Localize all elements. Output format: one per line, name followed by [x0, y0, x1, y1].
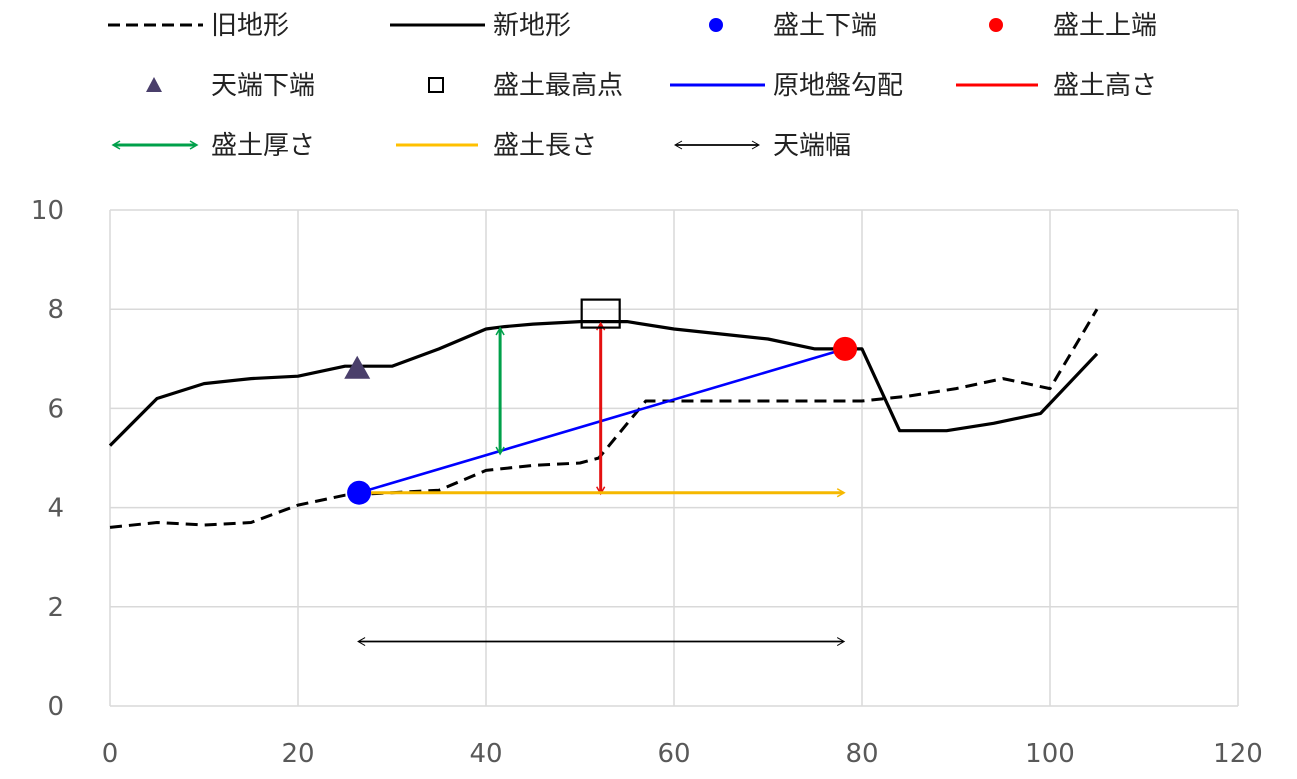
legend-swatch	[428, 77, 444, 93]
x-tick-label: 0	[102, 739, 119, 769]
legend-item: 盛土高さ	[956, 71, 1157, 101]
legend-item: 天端幅	[673, 131, 851, 161]
x-tick-label: 100	[1025, 739, 1075, 769]
y-tick-label: 10	[31, 196, 64, 226]
x-tick-label: 40	[469, 739, 502, 769]
dimension-arrows	[356, 321, 846, 646]
data-point	[344, 355, 371, 379]
legend-label: 天端下端	[211, 71, 315, 101]
legend-item: 新地形	[390, 11, 571, 41]
x-tick-label: 120	[1213, 739, 1263, 769]
y-tick-label: 8	[47, 295, 64, 325]
axes: 0 20 40 60 80 100 120 0 2 4 6 8 10	[31, 196, 1263, 769]
legend-swatch	[709, 18, 723, 32]
series	[108, 308, 1099, 529]
legend-label: 旧地形	[211, 11, 289, 41]
legend-item: 盛土下端	[709, 11, 877, 41]
series-line	[108, 320, 1099, 447]
legend-item: 旧地形	[108, 11, 289, 41]
legend-item: 天端下端	[146, 71, 315, 101]
y-tick-label: 0	[47, 692, 64, 722]
y-tick-label: 6	[47, 394, 64, 424]
legend-item: 盛土長さ	[396, 131, 597, 161]
legend-swatch	[146, 77, 162, 92]
legend-swatch	[989, 18, 1003, 32]
legend-label: 盛土長さ	[493, 131, 597, 161]
grid	[109, 209, 1239, 707]
legend-item: 盛土上端	[989, 11, 1157, 41]
x-tick-label: 20	[281, 739, 314, 769]
legend-item: 盛土最高点	[428, 71, 623, 101]
points	[344, 298, 858, 505]
x-tick-label: 60	[657, 739, 690, 769]
legend-item: 盛土厚さ	[111, 131, 315, 161]
legend-label: 新地形	[493, 11, 571, 41]
data-point	[580, 298, 621, 329]
legend-label: 盛土高さ	[1053, 71, 1157, 101]
legend-item: 原地盤勾配	[670, 71, 903, 101]
legend-label: 盛土厚さ	[211, 131, 315, 161]
data-point	[347, 480, 372, 505]
legend-label: 盛土下端	[773, 11, 877, 41]
legend-label: 天端幅	[773, 131, 851, 161]
y-tick-label: 2	[47, 593, 64, 623]
legend-label: 盛土上端	[1053, 11, 1157, 41]
x-tick-label: 80	[845, 739, 878, 769]
legend-label: 原地盤勾配	[773, 71, 903, 101]
data-point	[833, 336, 858, 361]
legend-label: 盛土最高点	[493, 71, 623, 101]
series-line	[109, 308, 1099, 529]
y-tick-label: 4	[47, 494, 64, 524]
